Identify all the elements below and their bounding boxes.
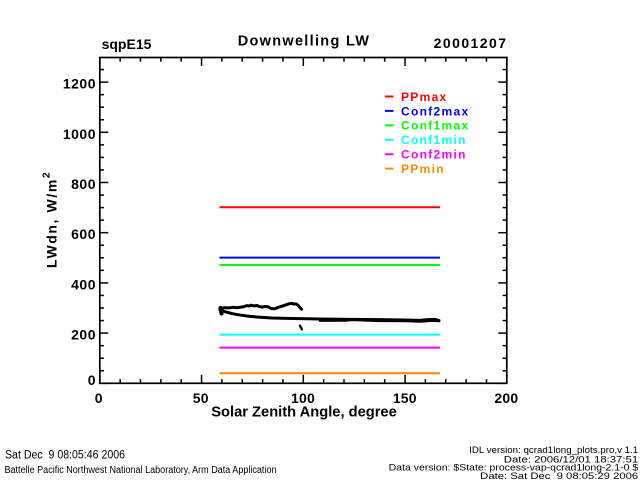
svg-text:PPmin: PPmin bbox=[401, 162, 445, 176]
svg-text:Conf1max: Conf1max bbox=[401, 119, 469, 133]
svg-text:sqpE15: sqpE15 bbox=[102, 36, 152, 52]
svg-text:Date: 2006/12/01 18:37:51: Date: 2006/12/01 18:37:51 bbox=[504, 455, 638, 465]
svg-text:Battelle Pacific Northwest Nat: Battelle Pacific Northwest National Labo… bbox=[5, 465, 277, 476]
svg-text:1200: 1200 bbox=[63, 76, 96, 92]
svg-text:100: 100 bbox=[291, 390, 315, 406]
svg-text:Data version: $State: process-: Data version: $State: process-vap-qcrad1… bbox=[389, 463, 639, 473]
svg-text:200: 200 bbox=[494, 390, 518, 406]
svg-text:0: 0 bbox=[88, 372, 96, 388]
svg-text:Solar Zenith Angle, degree: Solar Zenith Angle, degree bbox=[211, 405, 397, 421]
svg-text:Downwelling LW: Downwelling LW bbox=[238, 34, 371, 50]
svg-text:200: 200 bbox=[71, 327, 96, 343]
svg-text:LWdn, W/m2: LWdn, W/m2 bbox=[41, 171, 60, 268]
svg-text:600: 600 bbox=[71, 226, 96, 242]
svg-text:Conf2max: Conf2max bbox=[401, 104, 469, 118]
svg-text:800: 800 bbox=[71, 176, 96, 192]
svg-text:Conf2min: Conf2min bbox=[401, 148, 467, 162]
svg-text:400: 400 bbox=[71, 276, 96, 292]
svg-text:Sat Dec 9 08:05:46 2006: Sat Dec 9 08:05:46 2006 bbox=[5, 450, 125, 462]
svg-text:1000: 1000 bbox=[63, 126, 96, 142]
svg-text:IDL version: qcrad1long_plots.: IDL version: qcrad1long_plots.pro,v 1.1 bbox=[469, 445, 638, 455]
svg-text:50: 50 bbox=[193, 390, 209, 406]
svg-text:0: 0 bbox=[95, 390, 103, 406]
svg-text:Date: Sat Dec 9 08:05:29 2006: Date: Sat Dec 9 08:05:29 2006 bbox=[480, 471, 638, 480]
svg-text:20001207: 20001207 bbox=[434, 35, 508, 51]
svg-text:Conf1min: Conf1min bbox=[401, 133, 467, 147]
svg-text:PPmax: PPmax bbox=[401, 90, 448, 104]
svg-text:150: 150 bbox=[393, 390, 417, 406]
